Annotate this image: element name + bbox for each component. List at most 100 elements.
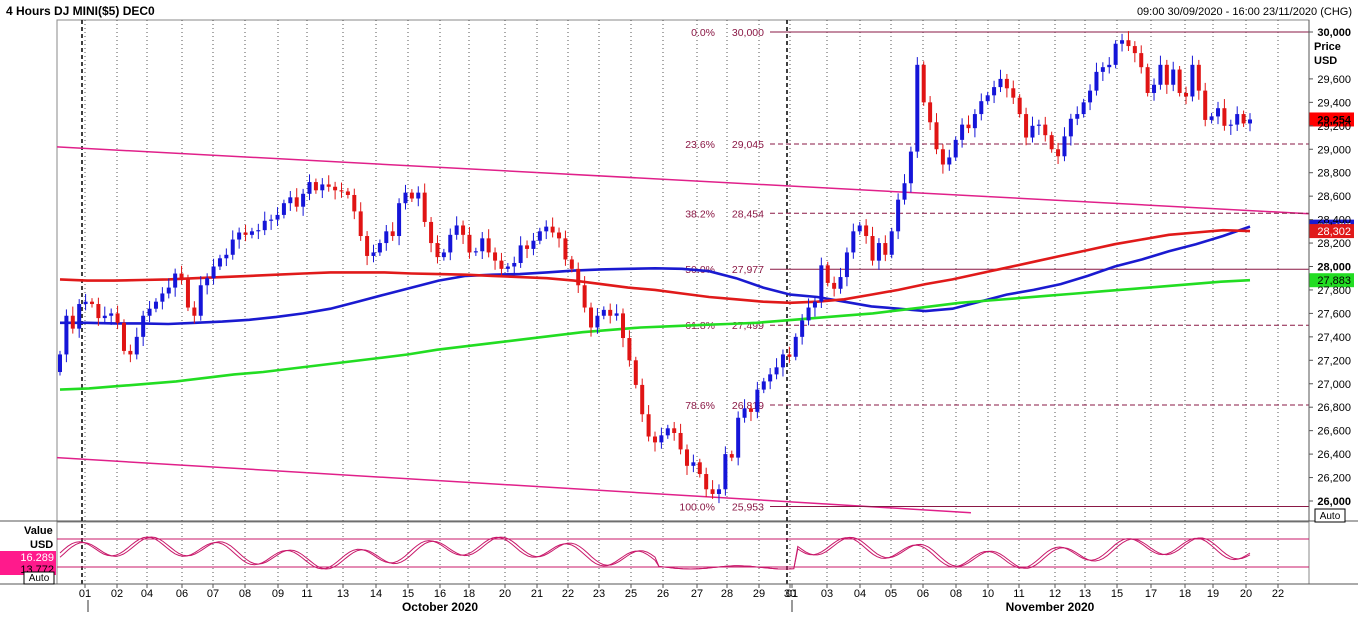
time-tick-label: 13 (1079, 588, 1091, 600)
time-tick-label: 26 (657, 588, 669, 600)
candle-body (1209, 116, 1214, 120)
candle-body (333, 186, 338, 191)
candle-body (185, 278, 190, 308)
oscillator-signal-line (59, 536, 1251, 570)
time-tick-label: 21 (531, 588, 543, 600)
candle-body (467, 234, 472, 253)
candle-body (1241, 114, 1246, 124)
candle-body (96, 304, 101, 319)
candle-body (646, 414, 651, 437)
time-tick-label: 10 (982, 588, 994, 600)
candle-body (723, 454, 728, 490)
candle-body (1030, 125, 1035, 138)
time-tick-label: 28 (721, 588, 733, 600)
candle-body (217, 258, 222, 267)
candle-body (557, 232, 562, 239)
candle-body (1164, 64, 1169, 85)
time-tick-label: 29 (753, 588, 765, 600)
candle-body (512, 262, 517, 267)
candle-body (1068, 118, 1073, 137)
candle-body (307, 182, 312, 194)
candle-body (761, 381, 766, 390)
candle-body (704, 474, 709, 490)
price-tick-label: 27,400 (1317, 332, 1351, 344)
candle-body (358, 211, 363, 237)
candle-body (1152, 84, 1157, 93)
candle-body (128, 350, 133, 355)
ma-value-label: 28,302 (1317, 226, 1351, 238)
candle-body (416, 192, 421, 199)
candle-body (486, 238, 491, 253)
candle-body (569, 259, 574, 269)
time-tick-label: 15 (1111, 588, 1123, 600)
candle-body (819, 265, 824, 302)
candle-body (691, 462, 696, 466)
candle-body (960, 124, 965, 140)
candle-body (301, 193, 306, 207)
candles (58, 31, 1252, 504)
candle-body (1190, 64, 1195, 97)
candle-body (1043, 124, 1048, 136)
moving-average-line (59, 278, 1251, 391)
candle-body (109, 313, 114, 316)
candle-body (710, 489, 715, 494)
candle-body (627, 338, 632, 361)
candle-body (614, 313, 619, 316)
oscillator-plot-area (56, 521, 1310, 585)
candle-body (166, 287, 171, 294)
candle-body (198, 285, 203, 316)
candle-body (921, 64, 926, 103)
candle-body (403, 192, 408, 204)
candle-body (313, 182, 318, 191)
candle-body (653, 436, 657, 443)
price-tick-label: 28,000 (1317, 262, 1351, 274)
candle-body (1036, 124, 1041, 126)
time-tick-label: 22 (562, 588, 574, 600)
candle-body (544, 226, 549, 232)
price-tick-label: 27,600 (1317, 308, 1351, 320)
candle-body (473, 251, 478, 253)
time-tick-label: 18 (1179, 588, 1191, 600)
time-axis: 01 02 04 06 07 08 09 11 13 14 15 16 18 20 21 22 23 25 26 27… (0, 583, 1358, 614)
last-price-label: 29,254 (1317, 114, 1352, 126)
candle-body (1056, 149, 1061, 157)
time-tick-label: 27 (691, 588, 703, 600)
candle-body (998, 78, 1003, 88)
last-price-badge (1309, 112, 1354, 127)
ma-value-badge (1309, 224, 1354, 239)
candle-body (377, 243, 382, 253)
candle-body (896, 199, 901, 232)
time-tick-label: 03 (821, 588, 833, 600)
candle-body (742, 408, 747, 418)
candle-body (576, 268, 581, 286)
candle-body (89, 301, 94, 305)
time-tick-label: 13 (337, 588, 349, 600)
candle-body (192, 307, 197, 316)
time-tick-label: 01 (786, 588, 798, 600)
time-tick-label: 08 (950, 588, 962, 600)
fib-level-label: 23.6% (685, 139, 715, 151)
candle-body (537, 231, 542, 241)
candle-body (64, 315, 69, 355)
candle-body (1235, 114, 1240, 125)
auto-scale-button[interactable] (1314, 508, 1346, 523)
candle-body (58, 354, 62, 373)
candle-body (1132, 46, 1137, 54)
fib-price-label: 30,000 (732, 27, 764, 39)
candle-body (672, 428, 677, 433)
candle-body (384, 231, 389, 244)
candle-body (493, 252, 498, 261)
price-tick-label: 28,800 (1317, 168, 1351, 180)
candle-body (339, 190, 344, 192)
candle-body (934, 122, 939, 150)
candle-body (825, 265, 830, 283)
price-tick-label: 26,600 (1317, 426, 1351, 438)
time-tick-label: 14 (370, 588, 382, 600)
time-tick-label: 23 (593, 588, 605, 600)
candle-body (294, 197, 299, 207)
osc-auto-button[interactable] (23, 571, 55, 585)
candle-body (256, 230, 261, 232)
candle-body (390, 231, 395, 237)
